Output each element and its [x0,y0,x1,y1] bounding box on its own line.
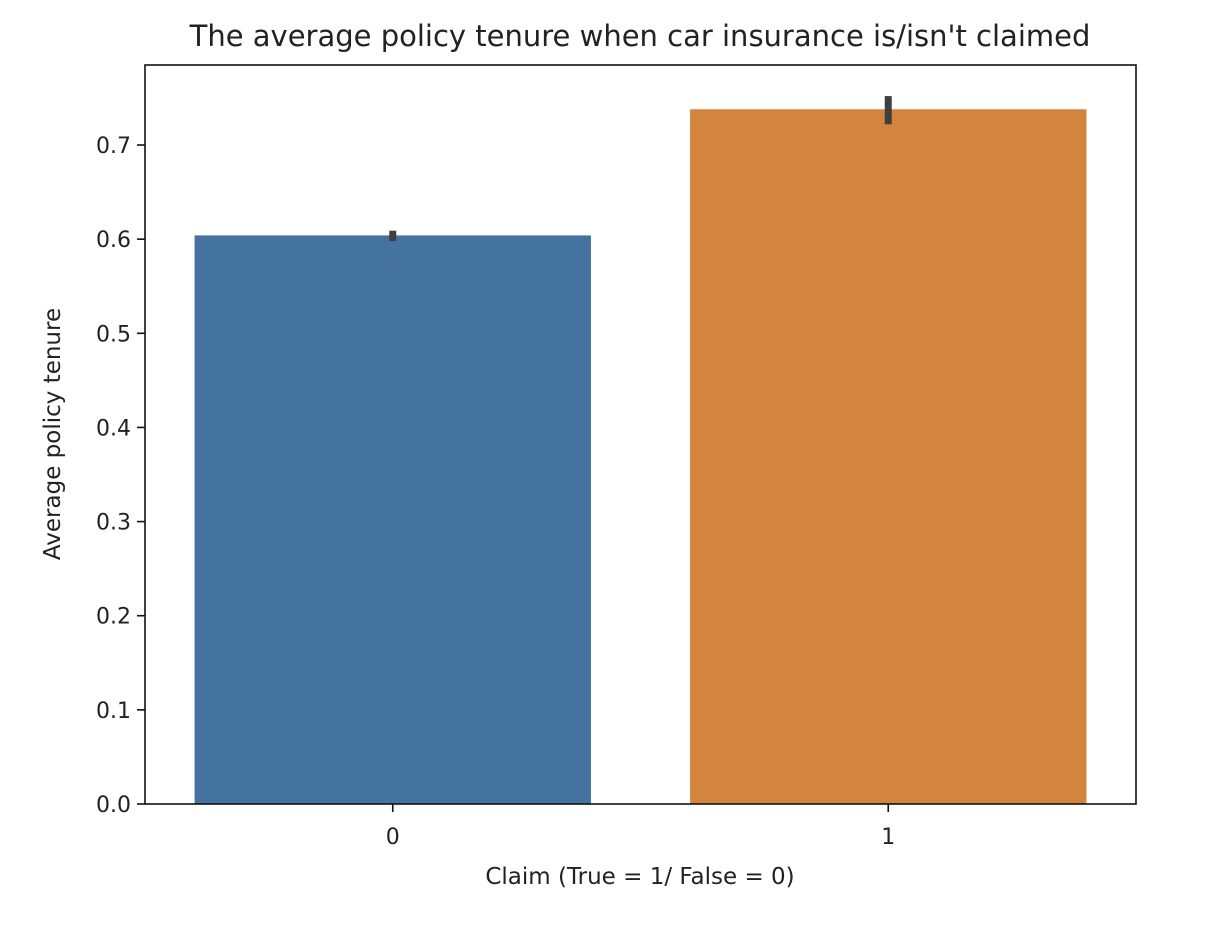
bar-1 [690,109,1087,805]
plot-area [194,96,1087,805]
y-tick-label: 0.7 [96,134,131,159]
chart-title: The average policy tenure when car insur… [189,19,1091,53]
bar-0 [194,235,591,805]
y-axis: 0.0 0.1 0.2 0.3 0.4 0.5 0.6 0.7 [96,134,145,818]
y-tick-label: 0.4 [96,416,131,441]
x-axis-label: Claim (True = 1/ False = 0) [485,864,794,890]
y-tick-label: 0.6 [96,228,131,253]
y-tick-label: 0.5 [96,322,131,347]
x-tick-label-1: 1 [881,825,895,850]
y-tick-label: 0.2 [96,605,131,630]
y-tick-label: 0.0 [96,793,131,818]
y-tick-label: 0.1 [96,699,131,724]
y-tick-label: 0.3 [96,511,131,536]
x-tick-label-0: 0 [386,825,400,850]
y-axis-label: Average policy tenure [40,308,66,560]
plot-frame [144,64,1137,805]
